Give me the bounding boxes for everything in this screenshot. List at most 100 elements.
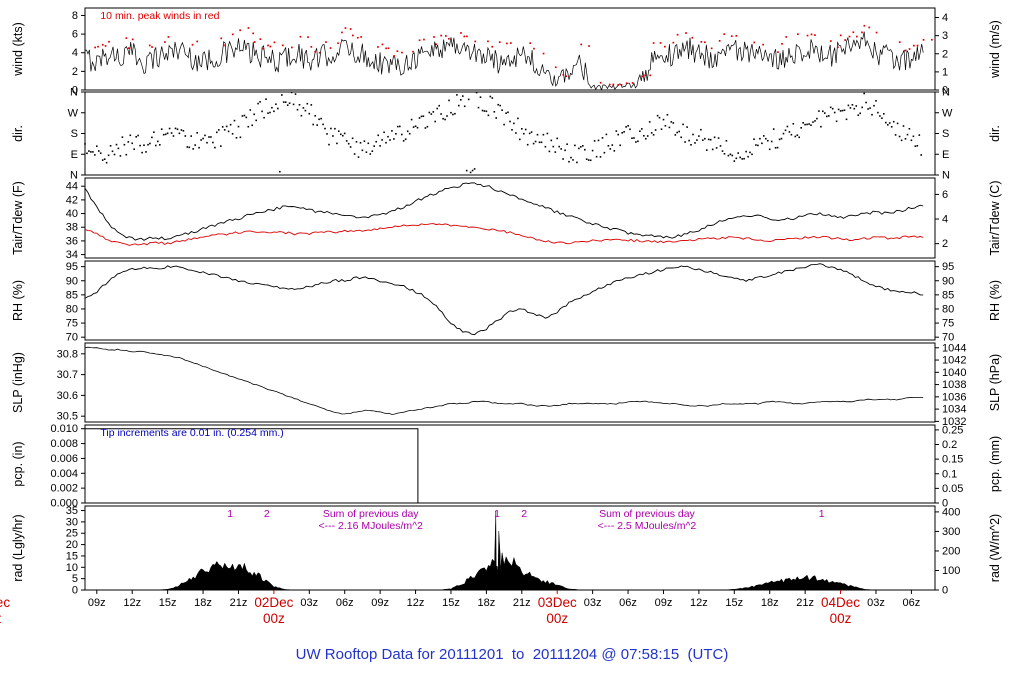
dir-dot bbox=[721, 150, 724, 152]
dir-dot bbox=[709, 138, 712, 141]
peak-dot bbox=[125, 37, 128, 39]
peak-dot bbox=[659, 42, 662, 44]
dir-dot bbox=[127, 141, 130, 143]
peak-dot bbox=[562, 73, 565, 76]
dir-dot bbox=[170, 132, 173, 134]
dir-dot bbox=[605, 133, 608, 136]
dir-dot bbox=[542, 133, 545, 136]
dir-dot bbox=[776, 146, 779, 149]
y-tick-label: 2 bbox=[942, 238, 948, 250]
dir-dot bbox=[511, 129, 513, 131]
series-dew-point bbox=[84, 223, 924, 246]
peak-dot bbox=[247, 27, 250, 29]
dir-dot bbox=[469, 171, 472, 174]
dir-dot bbox=[654, 129, 657, 131]
dir-dot bbox=[237, 125, 240, 128]
y-tick-label: 1044 bbox=[942, 342, 966, 354]
dir-dot bbox=[351, 137, 354, 140]
dir-dot bbox=[408, 132, 411, 135]
dir-dot bbox=[888, 122, 891, 124]
dir-dot bbox=[835, 120, 838, 123]
dir-dot bbox=[377, 134, 379, 137]
date-label: 02Dec bbox=[254, 595, 293, 610]
y-tick-label: 80 bbox=[66, 303, 78, 315]
peak-dot bbox=[196, 40, 198, 43]
dir-dot bbox=[281, 94, 283, 96]
dir-dot bbox=[792, 123, 795, 125]
dir-dot bbox=[816, 117, 818, 120]
dir-dot bbox=[133, 148, 135, 150]
peak-dot bbox=[291, 46, 293, 49]
dir-dot bbox=[601, 137, 604, 139]
y-tick-label: E bbox=[942, 149, 949, 161]
dir-dot bbox=[465, 169, 468, 172]
peak-dot bbox=[356, 36, 359, 39]
dir-dot bbox=[338, 130, 340, 132]
y-tick-label: 0.004 bbox=[50, 468, 78, 480]
peak-dot bbox=[262, 47, 265, 50]
peak-dot bbox=[164, 41, 166, 43]
panel-pcp: 0.000 0.002 0.004 0.006 0.008 0.010 0 0.05 0.1 0.… bbox=[11, 423, 1002, 509]
dir-dot bbox=[96, 145, 98, 147]
peak-dot bbox=[777, 51, 779, 53]
dir-dot bbox=[330, 127, 332, 130]
y-tick-label: 90 bbox=[942, 275, 954, 287]
dir-dot bbox=[633, 137, 635, 139]
dir-dot bbox=[544, 145, 547, 148]
x-tick-label: 09z bbox=[88, 597, 106, 609]
dir-dot bbox=[519, 138, 521, 141]
dir-dot bbox=[656, 114, 659, 117]
axis-label-left: pcp. (in) bbox=[11, 441, 25, 486]
y-tick-label: S bbox=[942, 128, 949, 140]
peak-dot bbox=[735, 35, 738, 37]
dir-dot bbox=[578, 147, 580, 150]
peak-dot bbox=[704, 41, 706, 44]
dir-dot bbox=[723, 153, 726, 155]
x-tick-label: 21z bbox=[230, 597, 248, 609]
dir-dot bbox=[737, 152, 739, 154]
dir-dot bbox=[294, 93, 297, 95]
dir-dot bbox=[485, 110, 488, 113]
series-wind-speed bbox=[84, 31, 924, 91]
dir-dot bbox=[556, 137, 558, 140]
dir-dot bbox=[202, 137, 204, 140]
dir-dot bbox=[904, 138, 907, 140]
dir-dot bbox=[881, 117, 883, 119]
y-tick-label: 20 bbox=[66, 539, 78, 551]
dir-dot bbox=[363, 140, 366, 142]
y-tick-label: 90 bbox=[66, 275, 78, 287]
peak-dot bbox=[691, 36, 694, 39]
dir-dot bbox=[645, 137, 647, 140]
dir-dot bbox=[759, 137, 761, 140]
dir-dot bbox=[898, 135, 901, 138]
y-tick-label: 75 bbox=[942, 318, 954, 330]
axis-label-right: SLP (hPa) bbox=[988, 354, 1002, 411]
dir-dot bbox=[367, 142, 370, 145]
dir-dot bbox=[501, 109, 503, 111]
dir-dot bbox=[841, 109, 844, 112]
dir-dot bbox=[345, 140, 348, 142]
y-tick-label: 30.5 bbox=[57, 411, 78, 423]
panel-rh: 70 75 80 85 90 95 70 75 80 85 90 95 RH (%) RH (%) bbox=[11, 260, 1002, 344]
dir-dot bbox=[463, 105, 466, 108]
dir-dot bbox=[853, 107, 856, 110]
dir-dot bbox=[574, 144, 576, 147]
dir-dot bbox=[554, 151, 557, 153]
peak-dot bbox=[685, 32, 687, 34]
date-label: 00z bbox=[830, 611, 852, 626]
y-tick-label: 0.15 bbox=[942, 454, 963, 466]
y-tick-label: 0 bbox=[942, 498, 948, 510]
dir-dot bbox=[747, 155, 749, 158]
peak-dot bbox=[753, 41, 756, 44]
y-tick-label: 0.006 bbox=[50, 453, 78, 465]
dir-dot bbox=[652, 134, 655, 136]
dir-dot bbox=[355, 141, 358, 143]
y-tick-label: 95 bbox=[942, 261, 954, 273]
dir-dot bbox=[259, 101, 261, 103]
dir-dot bbox=[292, 103, 295, 106]
dir-dot bbox=[550, 139, 553, 142]
dir-dot bbox=[635, 141, 637, 143]
dir-dot bbox=[684, 141, 686, 143]
